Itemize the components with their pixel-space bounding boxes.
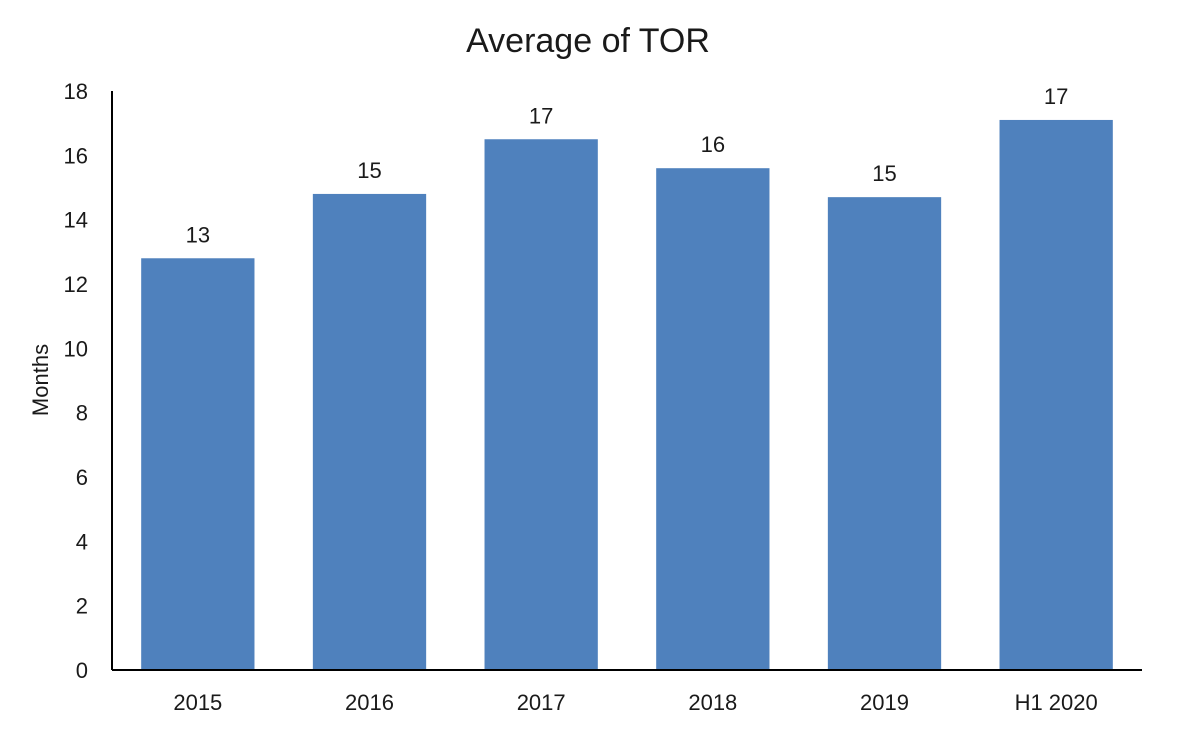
y-tick-label: 4 — [76, 529, 88, 554]
y-tick-label: 18 — [64, 79, 88, 104]
bar-2018 — [656, 168, 770, 670]
x-tick-label: 2018 — [688, 690, 737, 715]
x-tick-label: 2019 — [860, 690, 909, 715]
x-tick-label: 2015 — [173, 690, 222, 715]
data-label: 16 — [701, 132, 725, 157]
data-label: 15 — [357, 158, 381, 183]
x-tick-label: H1 2020 — [1015, 690, 1098, 715]
y-tick-label: 14 — [64, 208, 88, 233]
data-label: 17 — [529, 103, 553, 128]
data-label: 13 — [186, 222, 210, 247]
y-tick-label: 8 — [76, 401, 88, 426]
y-tick-label: 16 — [64, 143, 88, 168]
y-tick-label: 2 — [76, 594, 88, 619]
y-tick-label: 0 — [76, 658, 88, 683]
bar-2015 — [141, 258, 255, 670]
bar-2017 — [484, 139, 598, 670]
bar-2019 — [827, 197, 942, 670]
chart-title: Average of TOR — [466, 22, 710, 60]
y-tick-label: 12 — [64, 272, 88, 297]
x-tick-label: 2016 — [345, 690, 394, 715]
bars-layer — [141, 119, 1113, 670]
data-labels-layer: 13 15 17 16 15 17 — [186, 84, 1069, 247]
y-tick-label: 6 — [76, 465, 88, 490]
y-tick-label: 10 — [64, 336, 88, 361]
bar-2016 — [312, 193, 427, 670]
x-tick-label: 2017 — [517, 690, 566, 715]
x-ticks-layer: 2015 2016 2017 2018 2019 H1 2020 — [173, 690, 1097, 715]
data-label: 17 — [1044, 84, 1068, 109]
y-axis-label: Months — [28, 344, 53, 416]
data-label: 15 — [872, 161, 896, 186]
bar-h1-2020 — [999, 119, 1113, 670]
y-ticks-layer: 0 2 4 6 8 10 12 14 16 18 — [64, 79, 88, 683]
